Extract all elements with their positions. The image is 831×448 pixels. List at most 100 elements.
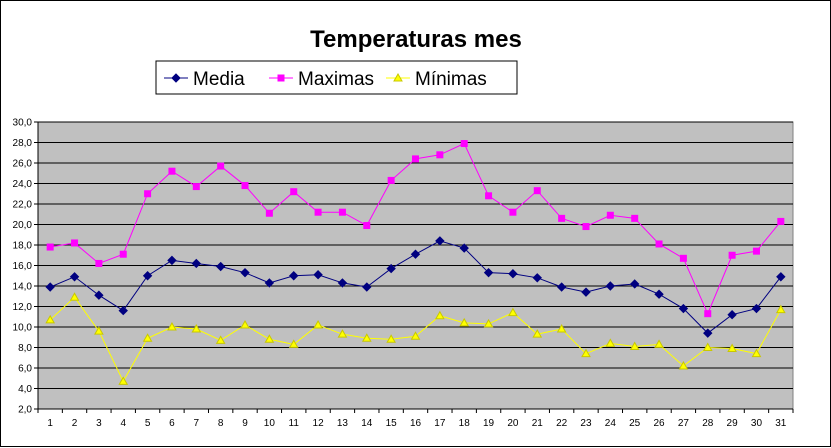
- x-tick-label: 18: [459, 418, 471, 429]
- x-tick-label: 1: [47, 418, 53, 429]
- data-point: [776, 272, 786, 282]
- x-tick-label: 5: [145, 418, 151, 429]
- data-point: [118, 305, 128, 316]
- data-point: [434, 310, 445, 320]
- x-tick-label: 30: [751, 418, 763, 429]
- legend-marker: [171, 73, 181, 83]
- data-point: [703, 328, 713, 338]
- data-point: [167, 255, 177, 266]
- data-point: [459, 317, 470, 327]
- data-point: [94, 326, 104, 335]
- data-point: [654, 289, 664, 299]
- data-point: [95, 259, 103, 267]
- y-axis-ticks: 2,0 4,0 6,0 8,0 10,0 12,0 14,0 16,0 18,0 20,0 22,0…: [13, 118, 38, 416]
- y-tick-label: 2,0: [18, 405, 32, 416]
- x-tick-label: 19: [483, 418, 495, 429]
- data-point: [46, 243, 54, 251]
- y-tick-label: 24,0: [13, 179, 33, 190]
- data-point: [313, 270, 323, 280]
- data-point: [386, 334, 397, 343]
- data-point: [45, 314, 56, 324]
- x-tick-label: 26: [653, 418, 665, 429]
- y-tick-label: 16,0: [13, 261, 33, 272]
- data-point: [265, 209, 273, 217]
- data-point: [532, 273, 542, 283]
- y-tick-label: 30,0: [13, 118, 33, 129]
- data-point: [410, 249, 421, 259]
- data-point: [460, 140, 468, 148]
- data-point: [191, 258, 202, 269]
- data-point: [45, 282, 55, 292]
- data-point: [533, 187, 541, 195]
- data-point: [314, 208, 322, 216]
- data-point: [483, 267, 494, 278]
- legend-box: [155, 60, 518, 95]
- data-point: [727, 309, 737, 320]
- data-point: [483, 318, 494, 328]
- x-tick-label: 6: [169, 418, 175, 429]
- data-point: [727, 343, 737, 353]
- data-point: [410, 331, 421, 340]
- data-point: [215, 335, 226, 344]
- data-point: [191, 324, 202, 333]
- y-tick-label: 14,0: [13, 282, 33, 293]
- y-tick-label: 20,0: [13, 220, 33, 231]
- legend-label: Mínimas: [415, 69, 487, 90]
- x-tick-label: 14: [361, 418, 373, 429]
- x-tick-label: 16: [410, 418, 422, 429]
- data-point: [631, 214, 639, 222]
- x-tick-label: 9: [242, 418, 248, 429]
- x-tick-label: 15: [386, 418, 398, 429]
- x-tick-label: 7: [194, 418, 200, 429]
- data-point: [509, 208, 517, 216]
- data-point: [606, 211, 614, 219]
- data-point: [655, 240, 663, 248]
- data-point: [338, 208, 346, 216]
- data-point: [435, 236, 445, 246]
- data-point: [142, 333, 153, 342]
- data-point: [581, 287, 591, 297]
- data-point: [337, 278, 348, 288]
- data-point: [144, 190, 152, 198]
- data-point: [361, 333, 372, 342]
- x-tick-label: 28: [702, 418, 714, 429]
- data-point: [69, 292, 80, 301]
- legend-label: Maximas: [298, 69, 374, 90]
- data-point: [508, 268, 518, 279]
- x-tick-label: 10: [264, 418, 276, 429]
- data-point: [702, 342, 713, 351]
- legend-item: Mínimas: [386, 69, 487, 90]
- data-point: [313, 319, 323, 329]
- legend-label: Media: [193, 69, 245, 90]
- data-point: [752, 247, 760, 255]
- data-point: [751, 303, 762, 314]
- x-tick-label: 25: [629, 418, 641, 429]
- y-tick-label: 4,0: [18, 384, 32, 395]
- data-point: [71, 239, 79, 247]
- data-point: [289, 271, 299, 281]
- data-point: [605, 281, 616, 291]
- legend-marker: [393, 72, 403, 82]
- y-tick-label: 10,0: [13, 323, 33, 334]
- data-point: [168, 167, 176, 175]
- data-point: [654, 339, 664, 348]
- data-point: [629, 341, 640, 350]
- data-point: [240, 319, 250, 329]
- data-point: [215, 261, 226, 272]
- plot-area: 2,0 4,0 6,0 8,0 10,0 12,0 14,0 16,0 18,0 20,0 22,0…: [13, 118, 794, 429]
- series-2: [45, 292, 786, 385]
- data-point: [386, 263, 396, 274]
- y-tick-label: 8,0: [18, 343, 32, 354]
- y-tick-label: 26,0: [13, 159, 33, 170]
- data-point: [192, 183, 200, 191]
- x-tick-label: 12: [313, 418, 325, 429]
- x-tick-label: 11: [289, 418, 300, 429]
- data-point: [288, 339, 299, 348]
- x-tick-label: 24: [605, 418, 617, 429]
- legend-marker: [277, 74, 285, 82]
- y-tick-label: 6,0: [18, 364, 32, 375]
- x-tick-label: 3: [96, 418, 102, 429]
- data-point: [436, 151, 444, 159]
- data-point: [240, 267, 250, 278]
